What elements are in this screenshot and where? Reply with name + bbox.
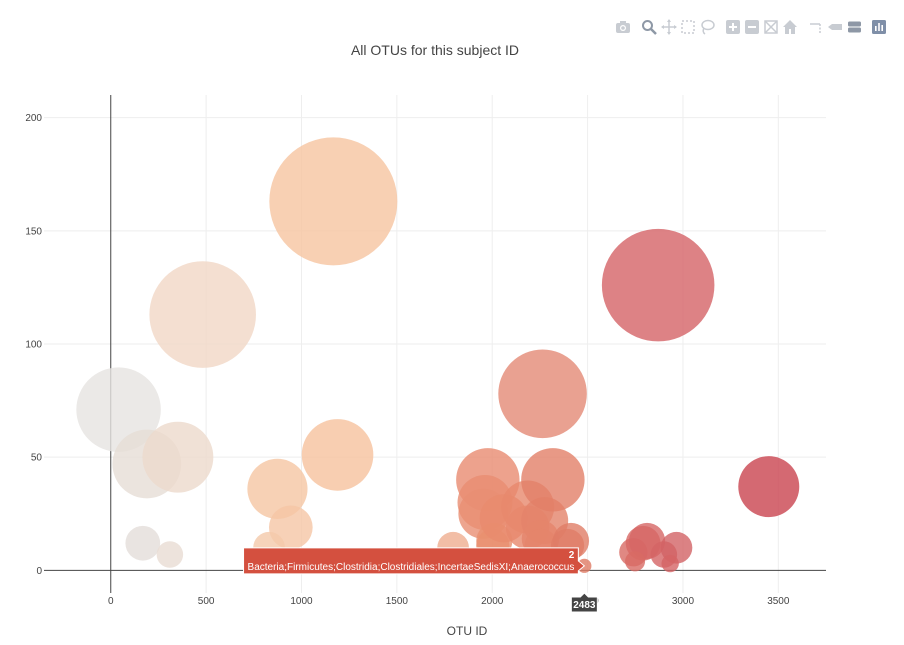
chart-title: All OTUs for this subject ID (350, 42, 520, 58)
box-select-icon[interactable] (679, 18, 697, 36)
bubble-point (601, 228, 715, 342)
hover-y-value: 2 (569, 550, 575, 561)
bubble-point (661, 554, 679, 573)
bubble-point (156, 541, 184, 568)
pan-icon[interactable] (660, 18, 678, 36)
x-tick-label: 1500 (386, 596, 409, 607)
bubble-point (738, 456, 800, 518)
y-tick-label: 0 (36, 566, 42, 577)
bubble-point (269, 137, 398, 266)
bubble-point (247, 458, 308, 519)
hover-closest-icon[interactable] (826, 18, 844, 36)
x-tick-label: 2000 (481, 596, 504, 607)
y-tick-label: 150 (25, 226, 42, 237)
hover-box (243, 547, 586, 575)
hover-x-box (570, 592, 598, 613)
bubble-point (301, 419, 374, 491)
x-tick-label: 1000 (290, 596, 313, 607)
reset-axes-icon[interactable] (781, 18, 799, 36)
lasso-icon[interactable] (698, 18, 716, 36)
x-axis-label: OTU ID (446, 624, 488, 638)
autoscale-icon[interactable] (762, 18, 780, 36)
bubble-point (625, 551, 646, 572)
zoom-in-icon[interactable] (724, 18, 742, 36)
x-tick-label: 3500 (767, 596, 790, 607)
bubble-point (498, 349, 587, 439)
camera-icon[interactable] (614, 18, 632, 36)
zoom-out-icon[interactable] (743, 18, 761, 36)
spike-lines-icon[interactable] (807, 18, 825, 36)
hover-compare-icon[interactable] (845, 18, 863, 36)
x-tick-label: 0 (108, 596, 114, 607)
zoom-icon[interactable] (640, 18, 658, 36)
bubble-point (142, 421, 214, 493)
y-tick-label: 100 (25, 340, 42, 351)
hover-x-value: 2483 (573, 600, 596, 611)
x-tick-label: 3000 (672, 596, 695, 607)
x-tick-label: 500 (198, 596, 215, 607)
bubble-point (149, 261, 256, 368)
bubble-point (521, 448, 585, 512)
hover-tooltip: Bacteria;Firmicutes;Clostridia;Clostridi… (243, 547, 598, 613)
hover-text: Bacteria;Firmicutes;Clostridia;Clostridi… (248, 562, 575, 573)
y-tick-label: 50 (31, 453, 43, 464)
plotly-logo-icon[interactable] (870, 18, 888, 36)
bubble-point (125, 525, 161, 561)
bubbles (76, 137, 800, 573)
y-tick-label: 200 (25, 113, 42, 124)
